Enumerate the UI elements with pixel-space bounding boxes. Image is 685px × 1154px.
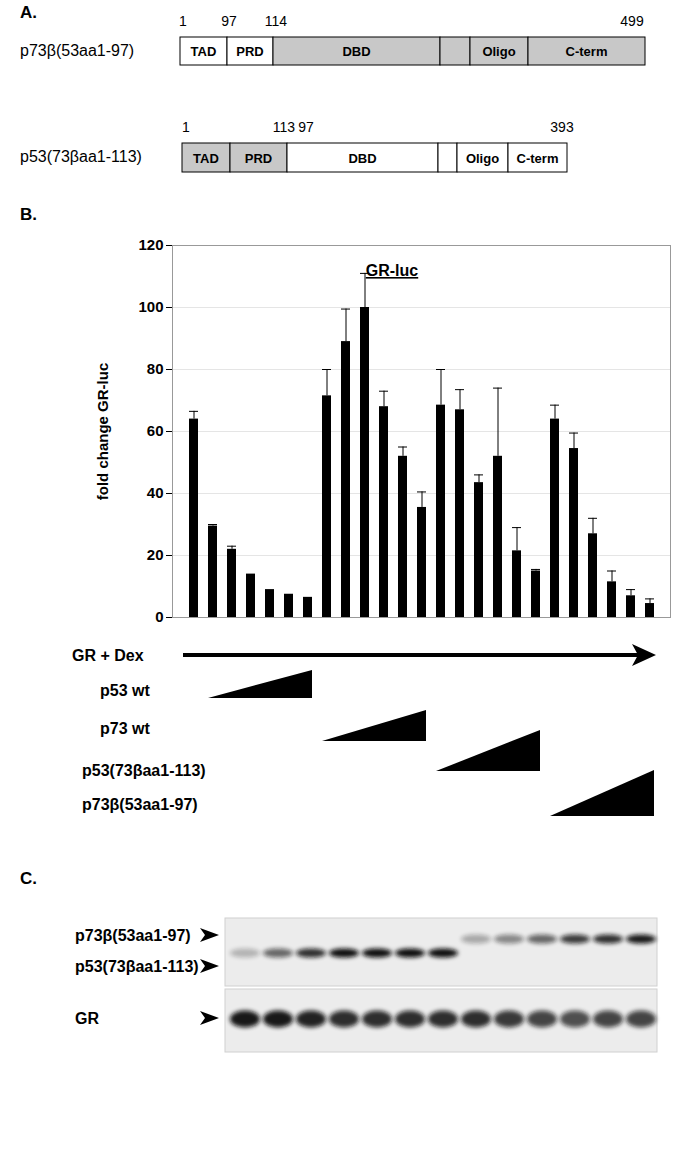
svg-text:DBD: DBD <box>342 44 370 59</box>
svg-text:A.: A. <box>20 3 37 22</box>
svg-text:p73 wt: p73 wt <box>100 720 150 737</box>
svg-text:p73β(53aa1-97): p73β(53aa1-97) <box>82 796 198 813</box>
svg-text:Oligo: Oligo <box>482 44 515 59</box>
svg-text:Oligo: Oligo <box>466 151 499 166</box>
svg-text:1: 1 <box>182 119 190 135</box>
svg-text:60: 60 <box>147 422 164 439</box>
svg-text:C-term: C-term <box>566 44 608 59</box>
svg-text:p53(73βaa1-113): p53(73βaa1-113) <box>75 958 199 975</box>
svg-text:97: 97 <box>298 119 314 135</box>
svg-text:GR: GR <box>75 1010 99 1027</box>
svg-text:114: 114 <box>265 13 288 29</box>
svg-text:120: 120 <box>138 236 163 253</box>
svg-text:PRD: PRD <box>236 44 263 59</box>
svg-text:TAD: TAD <box>191 44 217 59</box>
svg-text:GR + Dex: GR + Dex <box>72 647 144 664</box>
svg-text:113: 113 <box>273 119 296 135</box>
svg-text:40: 40 <box>147 484 164 501</box>
svg-text:80: 80 <box>147 360 164 377</box>
svg-text:p53(73βaa1-113): p53(73βaa1-113) <box>82 762 206 779</box>
svg-text:p53 wt: p53 wt <box>100 682 150 699</box>
svg-text:1: 1 <box>179 13 187 29</box>
svg-text:DBD: DBD <box>348 151 376 166</box>
svg-text:PRD: PRD <box>245 151 272 166</box>
svg-text:GR-luc: GR-luc <box>366 262 419 279</box>
svg-text:393: 393 <box>550 119 574 135</box>
svg-text:C.: C. <box>20 869 37 888</box>
svg-text:p73β(53aa1-97): p73β(53aa1-97) <box>75 927 191 944</box>
svg-text:fold change GR-luc: fold change GR-luc <box>94 363 111 501</box>
svg-text:C-term: C-term <box>517 151 559 166</box>
svg-text:0: 0 <box>155 608 163 625</box>
svg-text:20: 20 <box>147 546 164 563</box>
svg-text:TAD: TAD <box>193 151 219 166</box>
svg-text:499: 499 <box>620 13 644 29</box>
svg-text:p73β(53aa1-97): p73β(53aa1-97) <box>20 42 134 59</box>
svg-text:B.: B. <box>20 205 37 224</box>
svg-text:97: 97 <box>221 13 237 29</box>
svg-text:100: 100 <box>138 298 163 315</box>
svg-text:p53(73βaa1-113): p53(73βaa1-113) <box>20 148 142 165</box>
